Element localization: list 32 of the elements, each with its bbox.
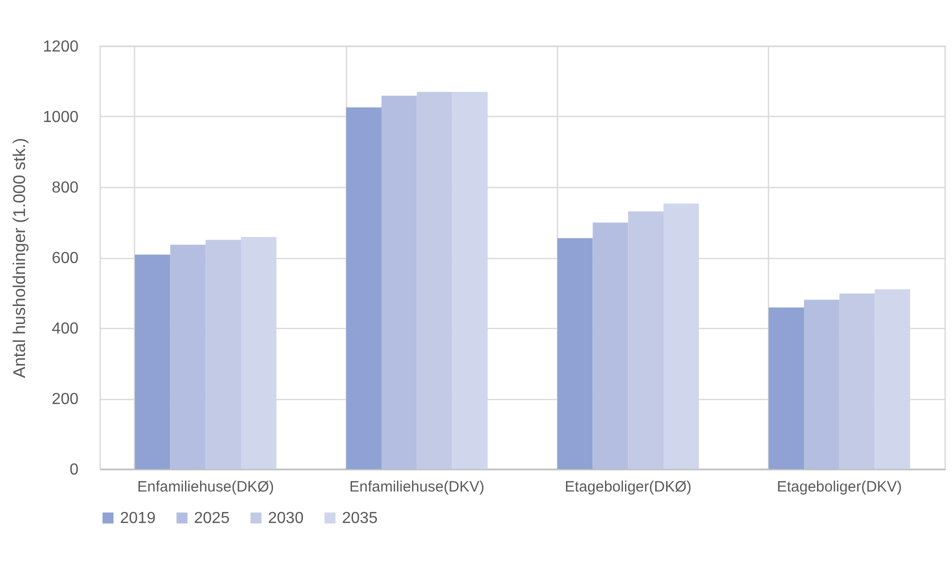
x-tick-label: Etageboliger(DKV) <box>776 478 902 496</box>
bar <box>416 92 452 469</box>
bar <box>592 222 628 469</box>
legend-label: 2025 <box>194 510 230 527</box>
y-tick-label: 1000 <box>42 109 79 126</box>
bar <box>839 293 875 469</box>
x-tick-label: Enfamiliehuse(DKV) <box>349 478 484 496</box>
bar <box>206 240 242 469</box>
bar <box>804 300 840 469</box>
y-tick-label: 0 <box>70 462 79 478</box>
bar <box>557 238 593 469</box>
bar <box>768 308 804 469</box>
y-tick-label: 400 <box>52 320 79 338</box>
x-tick-label: Etageboliger(DKØ) <box>564 478 692 496</box>
legend-label: 2019 <box>120 510 156 527</box>
y-axis-title: Antal husholdninger (1.000 stk.) <box>10 138 29 378</box>
y-tick-label: 600 <box>52 250 79 267</box>
y-tick-label: 800 <box>52 180 79 196</box>
x-tick-label: Enfamiliehuse(DKØ) <box>137 478 274 496</box>
bar <box>452 92 488 469</box>
bar <box>241 237 276 469</box>
legend-label: 2030 <box>268 510 304 527</box>
bar <box>381 96 417 469</box>
bar <box>346 107 382 469</box>
bar <box>170 244 206 469</box>
y-tick-label: 1200 <box>42 38 79 56</box>
legend-label: 2035 <box>342 510 378 527</box>
bar <box>134 254 170 469</box>
bar <box>628 211 664 469</box>
bar <box>664 204 699 469</box>
y-tick-label: 200 <box>52 391 79 408</box>
bar <box>874 289 910 469</box>
